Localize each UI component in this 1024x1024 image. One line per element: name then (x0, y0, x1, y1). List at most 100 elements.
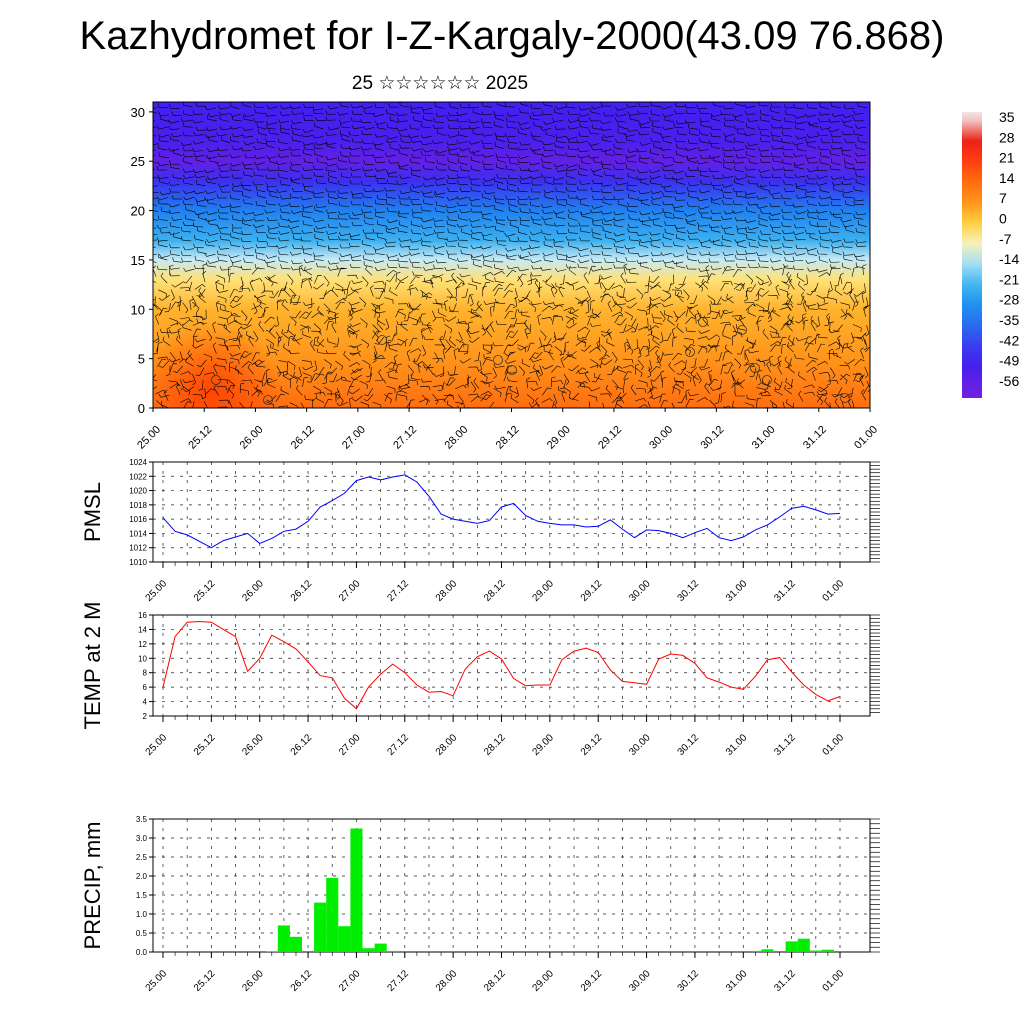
colorbar-label: 28 (999, 129, 1015, 145)
x-tick-label: 27.12 (385, 968, 411, 994)
x-tick-label: 28.00 (434, 578, 460, 604)
calm-circle (750, 363, 760, 373)
temp-panel: 2 4 6 8 10 12 14 16 25.00 25.12 26.00 26.12 27.00 27.… (80, 602, 880, 758)
calm-circle (737, 325, 747, 335)
x-tick-label: 29.12 (579, 968, 605, 994)
x-tick-label: 30.00 (627, 732, 653, 758)
x-tick-label: 25.12 (186, 424, 214, 452)
y-tick-label: 20 (131, 204, 145, 219)
x-tick-label: 01.00 (852, 424, 880, 452)
calm-circle (762, 375, 772, 385)
grid (153, 614, 870, 717)
x-tick-label: 30.12 (676, 732, 702, 758)
y-tick-label: 8 (143, 669, 148, 678)
precip-bar (338, 926, 351, 952)
calm-circle (840, 393, 850, 403)
y-tick-label: 25 (131, 154, 145, 169)
precip-bar (314, 902, 327, 952)
panel-frame (152, 461, 871, 563)
y-tick-label: 1014 (129, 529, 147, 538)
x-tick-label: 31.12 (772, 968, 798, 994)
calm-circle (263, 395, 273, 405)
x-tick-label: 27.12 (385, 578, 411, 604)
y-tick-label: 1016 (129, 515, 147, 524)
warm-core (153, 322, 282, 408)
y-tick-label: 1018 (129, 501, 147, 510)
x-tick-label: 25.00 (144, 968, 170, 994)
x-tick-label: 31.12 (772, 578, 798, 604)
x-tick-label: 29.00 (531, 578, 557, 604)
x-tick-label: 26.12 (289, 578, 315, 604)
chart-title: Kazhydromet for I-Z-Kargaly-2000(43.09 7… (79, 14, 945, 58)
x-tick-label: 28.12 (494, 424, 522, 452)
precip-bar (821, 949, 834, 952)
y-tick-label: 1024 (129, 458, 147, 467)
x-tick-label: 25.00 (144, 578, 170, 604)
x-tick-label: 27.00 (340, 424, 368, 452)
x-tick-label: 31.12 (772, 732, 798, 758)
x-tick-label: 30.12 (676, 578, 702, 604)
y-axis-label: PRECIP, mm (80, 822, 105, 950)
x-tick-label: 30.00 (647, 424, 675, 452)
x-tick-label: 01.00 (821, 968, 847, 994)
precip-bar (785, 941, 798, 952)
x-tick-label: 27.12 (391, 424, 419, 452)
colorbar-label: -49 (999, 353, 1019, 369)
wind-barbs (153, 102, 870, 408)
precip-bar (277, 925, 290, 952)
calm-circle (698, 317, 708, 327)
x-tick-label: 25.00 (135, 424, 163, 452)
x-tick-label: 25.00 (144, 732, 170, 758)
colorbar-fill (962, 112, 982, 398)
calm-circle (685, 347, 695, 357)
precip-bar (326, 877, 339, 952)
x-tick-label: 31.00 (750, 424, 778, 452)
x-tick-label: 25.12 (192, 968, 218, 994)
y-tick-label: 1022 (129, 472, 147, 481)
precip-bar (749, 950, 762, 952)
x-tick-label: 27.12 (385, 732, 411, 758)
surface-warm-patch (153, 322, 282, 408)
pmsl-line (162, 474, 841, 549)
y-tick-label: 4 (143, 698, 148, 707)
x-tick-label: 29.12 (596, 424, 624, 452)
x-tick-label: 26.00 (240, 732, 266, 758)
x-tick-label: 31.12 (801, 424, 829, 452)
calm-circle (377, 335, 387, 345)
x-tick-label: 28.12 (482, 578, 508, 604)
x-tick-label: 26.12 (289, 732, 315, 758)
cross-section-panel: 0 5 10 15 20 25 30 25.00 25.12 26.00 26.12 27.00 27.… (131, 101, 880, 452)
x-tick-label: 28.00 (434, 732, 460, 758)
colorbar-label: 7 (999, 190, 1007, 206)
y-tick-label: 1.5 (136, 891, 148, 900)
grid (153, 818, 870, 953)
colorbar-label: 35 (999, 109, 1015, 125)
temp-line (162, 620, 841, 710)
y-tick-label: 10 (138, 654, 147, 663)
precip-bar (386, 950, 399, 952)
y-tick-label: 14 (138, 625, 147, 634)
x-tick-label: 30.00 (627, 578, 653, 604)
colorbar-label: -56 (999, 373, 1019, 389)
y-tick-label: 0.5 (136, 929, 148, 938)
x-tick-label: 29.00 (545, 424, 573, 452)
precip-bar (265, 951, 278, 952)
precip-panel: 0.0 0.5 1.0 1.5 2.0 2.5 3.0 3.5 25.00 25.12 26.00 2… (80, 815, 880, 994)
colorbar-label: 14 (999, 170, 1015, 186)
colorbar: 35 28 21 14 7 0 -7 -14 -21 -28 -35 -42 -49 -56 (962, 109, 1019, 398)
y-tick-label: 1020 (129, 487, 147, 496)
y-tick-label: 2.0 (136, 872, 148, 881)
x-tick-label: 29.00 (531, 968, 557, 994)
x-tick-label: 31.00 (724, 578, 750, 604)
precip-bar (809, 950, 822, 952)
y-tick-label: 16 (138, 611, 147, 620)
y-tick-label: 0.0 (136, 948, 148, 957)
y-tick-label: 1.0 (136, 910, 148, 919)
colorbar-label: -21 (999, 271, 1019, 287)
x-tick-label: 27.00 (337, 732, 363, 758)
calm-circle (493, 355, 503, 365)
x-tick-label: 26.12 (289, 424, 317, 452)
x-tick-label: 29.12 (579, 732, 605, 758)
y-axis-label: TEMP at 2 M (80, 602, 105, 730)
colorbar-label: -35 (999, 312, 1019, 328)
